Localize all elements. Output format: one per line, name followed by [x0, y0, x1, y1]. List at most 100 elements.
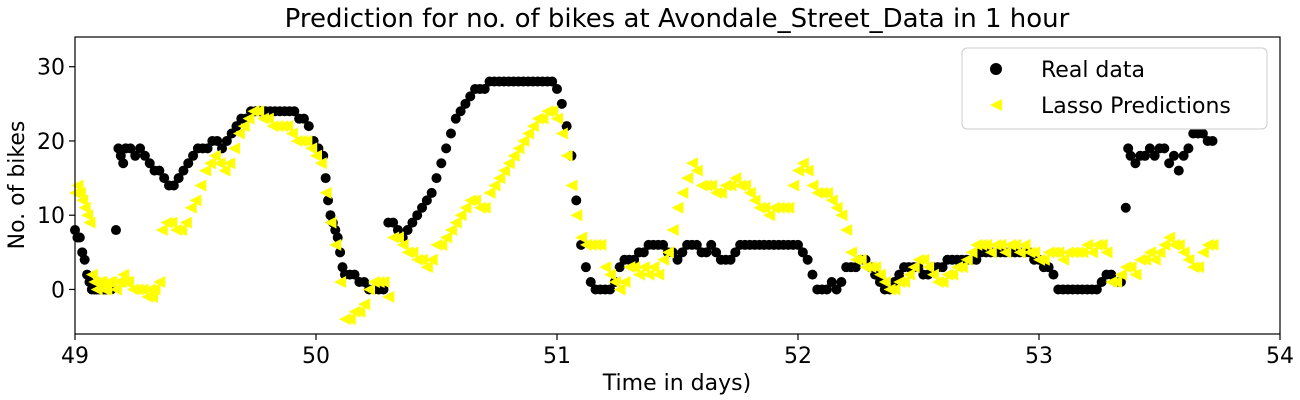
prediction-point [946, 268, 959, 281]
prediction-point [1163, 231, 1176, 244]
prediction-point [90, 283, 103, 296]
prediction-point [825, 194, 838, 207]
real-data-point [412, 210, 423, 221]
real-data-point [571, 195, 582, 206]
prediction-point [869, 261, 882, 274]
legend-marker-1 [990, 63, 1002, 75]
prediction-point [483, 186, 496, 199]
legend-marker-2 [990, 99, 1002, 111]
real-data-point [547, 76, 558, 87]
prediction-point [512, 142, 525, 155]
real-data-point [1207, 135, 1218, 146]
real-data-point [605, 284, 616, 295]
real-data-point [552, 83, 562, 94]
prediction-point [632, 268, 645, 281]
prediction-point [194, 179, 207, 192]
real-data-point [125, 143, 136, 154]
prediction-point [310, 149, 322, 162]
prediction-point [820, 186, 833, 199]
real-data-point [850, 262, 861, 273]
prediction-point [1028, 246, 1041, 259]
real-data-point [139, 150, 150, 161]
prediction-point [1143, 246, 1156, 259]
prediction-point [425, 253, 438, 266]
real-data-point [144, 158, 155, 169]
real-data-point [725, 254, 736, 265]
real-data-point [178, 165, 189, 176]
prediction-point [148, 283, 161, 296]
real-data-point [183, 158, 194, 169]
prediction-point [830, 201, 843, 214]
x-axis-label: Time in days) [602, 371, 751, 396]
prediction-point [507, 149, 520, 162]
prediction-point [223, 157, 236, 170]
real-data-point [426, 187, 437, 198]
prediction-point [203, 157, 216, 170]
chart-title: Prediction for no. of bikes at Avondale_… [285, 4, 1070, 34]
prediction-point [1037, 253, 1050, 266]
prediction-point [652, 268, 665, 281]
prediction-point [228, 142, 241, 155]
x-axis: 49 50 51 52 53 54 [61, 334, 1294, 369]
prediction-point [690, 164, 703, 177]
prediction-point [1153, 246, 1166, 259]
real-data-point [1168, 150, 1179, 161]
real-data-point [118, 158, 129, 169]
prediction-point [898, 276, 911, 289]
prediction-point [440, 231, 453, 244]
prediction-point [960, 253, 973, 266]
prediction-point [661, 246, 674, 259]
prediction-point [522, 127, 535, 140]
prediction-point [888, 283, 901, 296]
prediction-point [493, 172, 506, 185]
prediction-point [1139, 253, 1152, 266]
prediction-point [551, 112, 563, 125]
real-data-point [402, 225, 413, 236]
real-data-point [289, 106, 300, 117]
prediction-point [363, 283, 376, 296]
real-data-point [1120, 202, 1131, 213]
prediction-point [175, 224, 188, 237]
prediction-point [560, 149, 573, 162]
real-data-point [320, 173, 331, 184]
prediction-point [488, 179, 501, 192]
prediction-point [76, 194, 89, 207]
prediction-point [792, 164, 804, 177]
prediction-point [594, 238, 607, 251]
prediction-point [570, 209, 583, 222]
real-data-point [154, 165, 165, 176]
prediction-point [599, 261, 612, 274]
real-data-point [188, 150, 199, 161]
real-data-point [79, 254, 90, 265]
prediction-point [917, 253, 930, 266]
real-data-point [74, 232, 85, 243]
real-data-point [826, 277, 837, 288]
prediction-point [502, 157, 515, 170]
prediction-point [324, 216, 337, 229]
prediction-point [435, 238, 448, 251]
legend: Real data Lasso Predictions [961, 47, 1268, 130]
prediction-point [642, 268, 655, 281]
prediction-point [396, 238, 409, 251]
prediction-point [497, 164, 510, 177]
prediction-point [984, 246, 997, 259]
real-data-point [349, 269, 360, 280]
real-data-point [202, 143, 213, 154]
plot-area [69, 76, 1219, 326]
prediction-point [242, 112, 255, 125]
prediction-point [628, 261, 641, 274]
prediction-point [199, 164, 212, 177]
prediction-point [763, 209, 776, 222]
prediction-point [926, 268, 939, 281]
prediction-point [999, 246, 1012, 259]
prediction-point [1086, 246, 1099, 259]
prediction-point [994, 238, 1007, 251]
prediction-point [406, 246, 419, 259]
prediction-point [878, 276, 891, 289]
prediction-point [329, 238, 342, 251]
prediction-point [1114, 268, 1127, 281]
real-data-point [445, 128, 456, 139]
real-data-point [971, 254, 982, 265]
prediction-point [95, 276, 108, 289]
